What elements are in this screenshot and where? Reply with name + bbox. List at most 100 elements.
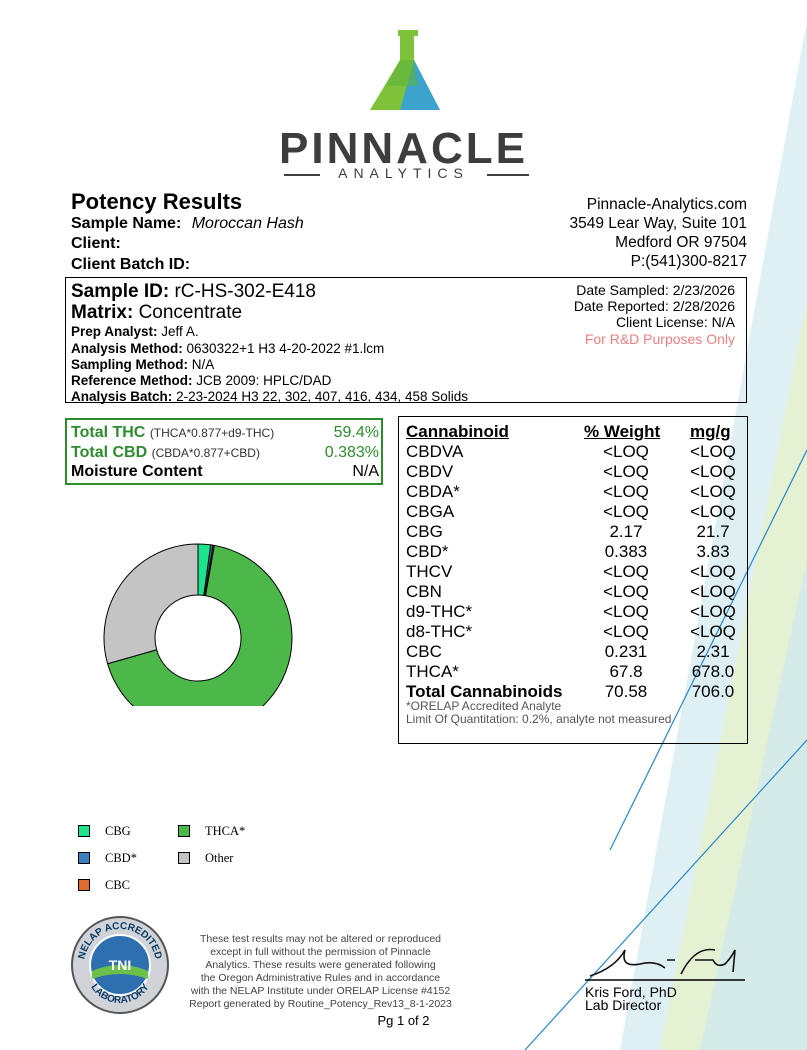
reference-method-row: Reference Method: JCB 2009: HPLC/DAD [71, 373, 331, 388]
cell-total-mgg: 706.0 [691, 682, 735, 701]
logo-divider-right [487, 174, 529, 176]
cell-name: CBD* [406, 542, 449, 561]
analysis-method-row: Analysis Method: 0630322+1 H3 4-20-2022 … [71, 341, 384, 356]
seal-center-text: TNI [109, 957, 132, 973]
cell-name: CBGA [406, 502, 455, 521]
potency-summary-box [65, 418, 383, 485]
col-header-mgg: mg/g [690, 422, 731, 441]
table-row: THCV <LOQ <LOQ [406, 562, 742, 582]
legend-label: THCA* [205, 824, 246, 838]
cell-mgg: <LOQ [690, 482, 736, 501]
cell-mgg: <LOQ [690, 442, 736, 461]
cell-name: CBDA* [406, 482, 460, 501]
cell-total-name: Total Cannabinoids [406, 682, 563, 701]
lab-street: 3549 Lear Way, Suite 101 [569, 215, 747, 232]
cell-name: CBDV [406, 462, 454, 481]
footnote-accredited: *ORELAP Accredited Analyte [406, 699, 562, 713]
sample-id-value: rC-HS-302-E418 [174, 281, 316, 302]
disclaimer-line: Report generated by Routine_Potency_Rev1… [189, 998, 452, 1010]
pie-slice-other [103, 543, 199, 665]
table-row: CBDA* <LOQ <LOQ [406, 482, 742, 502]
footnote-loq: Limit Of Quantitation: 0.2%, analyte not… [406, 712, 672, 726]
analysis-method-value: 0630322+1 H3 4-20-2022 #1.lcm [186, 341, 385, 356]
report-title: Potency Results [71, 189, 243, 214]
lab-phone: P:(541)300-8217 [630, 253, 747, 270]
page-number: Pg 1 of 2 [377, 1013, 430, 1028]
sampling-method-row: Sampling Method: N/A [71, 357, 214, 372]
moisture-label: Moisture Content [71, 463, 203, 480]
cell-name: d9-THC* [406, 602, 473, 621]
matrix-value: Concentrate [138, 302, 243, 323]
sample-info-box [65, 277, 747, 403]
cell-mgg: 3.83 [696, 542, 730, 561]
col-header-cannabinoid: Cannabinoid [406, 422, 509, 441]
nelap-seal-icon: NELAP ACCREDITED LABORATORY TNI [71, 916, 169, 1014]
cannabinoid-table-box [398, 416, 748, 744]
total-cbd-row: Total CBD (CBDA*0.877+CBD) 0.383% [71, 444, 379, 462]
total-thc-row: Total THC (THCA*0.877+d9-THC) 59.4% [71, 424, 379, 442]
sampling-method-value: N/A [191, 357, 215, 372]
total-cbd-formula: (CBDA*0.877+CBD) [151, 446, 260, 460]
brand-name: PINNACLE [279, 124, 528, 173]
cell-name: d8-THC* [406, 622, 473, 641]
table-total-row: Total Cannabinoids 70.58 706.0 [406, 682, 742, 702]
cell-mgg: 678.0 [691, 662, 735, 681]
table-row: CBD* 0.383 3.83 [406, 542, 742, 562]
analysis-method-label: Analysis Method: [71, 341, 183, 356]
cell-weight: 67.8 [609, 662, 643, 681]
col-header-weight: % Weight [584, 422, 661, 441]
signer-name: Kris Ford, PhD [585, 984, 677, 1000]
sample-name-label: Sample Name: [71, 215, 182, 232]
legend-swatch-other [178, 852, 190, 864]
cell-total-weight: 70.58 [604, 682, 648, 701]
table-row: d9-THC* <LOQ <LOQ [406, 602, 742, 622]
matrix-row: Matrix: Concentrate [71, 302, 242, 324]
cell-mgg: <LOQ [690, 622, 736, 641]
disclaimer-line: the Oregon Administrative Rules and in a… [200, 972, 441, 984]
cell-name: CBN [406, 582, 442, 601]
disclaimer-line: Analytics. These results were generated … [205, 959, 436, 971]
sample-id-row: Sample ID: rC-HS-302-E418 [71, 281, 316, 303]
sampling-method-label: Sampling Method: [71, 357, 188, 372]
cell-weight: <LOQ [603, 442, 649, 461]
cell-mgg: <LOQ [690, 502, 736, 521]
date-sampled: Date Sampled: 2/23/2026 [576, 282, 735, 298]
total-thc-value: 59.4% [333, 424, 379, 441]
cell-mgg: 21.7 [696, 522, 730, 541]
cell-weight: 0.231 [604, 642, 648, 661]
sample-name-value: Moroccan Hash [191, 215, 304, 232]
total-thc-label: Total THC [71, 424, 146, 441]
total-cbd-label: Total CBD [71, 444, 148, 461]
cell-name: CBDVA [406, 442, 464, 461]
cell-name: THCV [406, 562, 453, 581]
reference-method-label: Reference Method: [71, 373, 193, 388]
table-row: CBC 0.231 2.31 [406, 642, 742, 662]
legend-swatch-cbc [78, 879, 90, 891]
sample-name-row: Sample Name: Moroccan Hash [71, 215, 304, 233]
legend-swatch-thca [178, 825, 190, 837]
logo-divider-left [284, 174, 320, 176]
table-row: CBGA <LOQ <LOQ [406, 502, 742, 522]
signer-title: Lab Director [585, 997, 662, 1013]
disclaimer-line: with the NELAP Institute under ORELAP Li… [190, 985, 451, 997]
total-cbd-value: 0.383% [324, 444, 379, 461]
client-license: Client License: N/A [615, 314, 735, 330]
cell-weight: 2.17 [609, 522, 643, 541]
disclaimer-block: These test results may not be altered or… [168, 933, 473, 1011]
table-row: CBDVA <LOQ <LOQ [406, 442, 742, 462]
client-label: Client: [71, 235, 121, 252]
client-batch-label: Client Batch ID: [71, 256, 191, 273]
cell-weight: <LOQ [603, 582, 649, 601]
disclaimer-line: except in full without the permission of… [210, 946, 431, 958]
cell-name: THCA* [406, 662, 459, 681]
moisture-row: Moisture Content N/A [71, 463, 379, 481]
lab-website: Pinnacle-Analytics.com [586, 196, 747, 213]
prep-analyst-row: Prep Analyst: Jeff A. [71, 324, 199, 339]
legend-swatch-cbg [78, 825, 90, 837]
moisture-value: N/A [352, 463, 379, 480]
cell-name: CBC [406, 642, 442, 661]
table-row: CBG 2.17 21.7 [406, 522, 742, 542]
cell-name: CBG [406, 522, 443, 541]
cell-mgg: <LOQ [690, 582, 736, 601]
